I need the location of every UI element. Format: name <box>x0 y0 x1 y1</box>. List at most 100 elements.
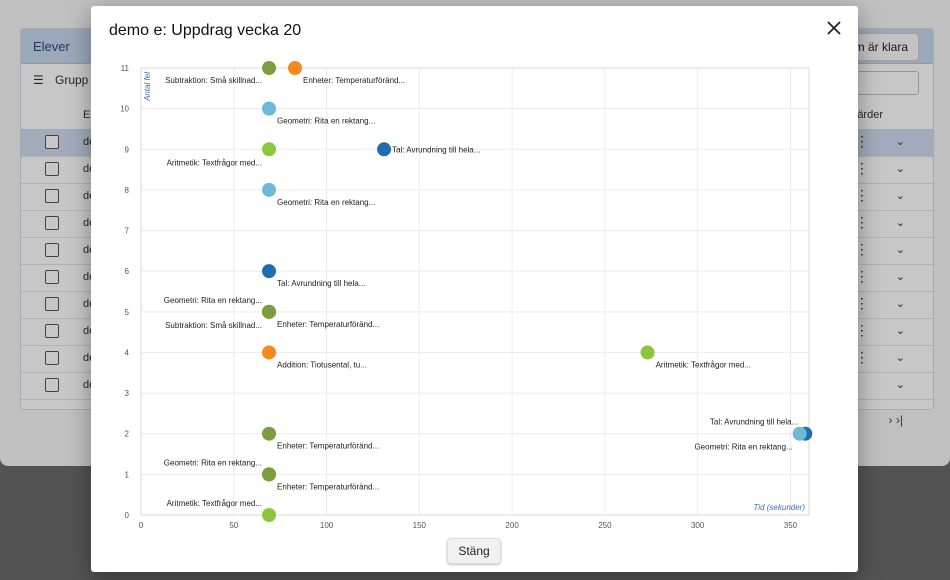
point-label: Aritmetik: Textfrågor med... <box>656 360 751 369</box>
more-vert-icon[interactable]: ⋮ <box>855 160 869 176</box>
point-label: Tal: Avrundning till hela... <box>277 279 365 288</box>
y-tick-label: 1 <box>125 470 130 479</box>
point-label: Geometri: Rita en rektang... <box>164 296 262 305</box>
y-tick-label: 11 <box>121 64 130 73</box>
chevron-down-icon[interactable]: ⌄ <box>895 163 905 175</box>
x-tick-label: 100 <box>320 521 334 530</box>
pager-controls[interactable]: › ›| <box>888 413 903 427</box>
point-label: Geometri: Rita en rektang... <box>164 458 262 467</box>
row-checkbox[interactable] <box>45 162 59 176</box>
row-checkbox[interactable] <box>45 297 59 311</box>
chart-dialog: demo e: Uppdrag vecka 20 0 50 100 150 200 250… <box>91 6 858 572</box>
point-label: Tal: Avrundning till hela... <box>710 418 798 427</box>
x-axis-title: Tid (sekunder) <box>753 503 805 512</box>
data-point <box>288 61 303 75</box>
chevron-down-icon[interactable]: ⌄ <box>895 136 905 148</box>
point-label: Geometri: Rita en rektang... <box>277 198 375 207</box>
x-axis-ticks: 0 50 100 150 200 250 300 350 <box>139 521 798 530</box>
chevron-down-icon[interactable]: ⌄ <box>895 379 905 391</box>
data-point <box>262 304 277 319</box>
point-label: Geometri: Rita en rektang... <box>277 117 375 126</box>
row-checkbox[interactable] <box>45 135 59 149</box>
y-tick-label: 7 <box>125 227 130 236</box>
point-label: Enheter: Temperaturföränd... <box>303 76 405 85</box>
row-checkbox[interactable] <box>45 324 59 338</box>
chevron-down-icon[interactable]: ⌄ <box>895 190 905 202</box>
point-label: Geometri: Rita en rektang... <box>694 443 792 452</box>
data-point <box>792 426 807 441</box>
close-button[interactable] <box>822 16 846 40</box>
chevron-down-icon[interactable]: ⌄ <box>895 217 905 229</box>
chevron-down-icon[interactable]: ⌄ <box>895 298 905 310</box>
y-tick-label: 6 <box>125 267 130 276</box>
point-label: Aritmetik: Textfrågor med... <box>167 499 262 508</box>
point-label: Subtraktion: Små skillnad... <box>165 321 262 330</box>
data-point <box>262 467 277 482</box>
more-vert-icon[interactable]: ⋮ <box>855 349 869 365</box>
x-tick-label: 150 <box>413 521 427 530</box>
data-point <box>640 345 655 360</box>
y-axis-title: Antal fel <box>143 72 152 102</box>
point-label: Aritmetik: Textfrågor med... <box>167 158 262 167</box>
y-tick-label: 4 <box>125 348 130 357</box>
data-points <box>262 61 813 522</box>
data-point <box>262 61 277 75</box>
students-header-title: Elever <box>33 39 70 54</box>
point-label: Enheter: Temperaturföränd... <box>277 442 379 451</box>
data-point <box>262 142 277 157</box>
y-tick-label: 5 <box>125 308 130 317</box>
y-axis-ticks: 0 1 2 3 4 5 6 7 8 9 10 11 <box>120 64 129 520</box>
y-tick-label: 2 <box>125 430 130 439</box>
data-point <box>262 101 277 116</box>
x-tick-label: 0 <box>139 521 144 530</box>
row-checkbox[interactable] <box>45 243 59 257</box>
data-point <box>262 345 277 360</box>
chevron-down-icon[interactable]: ⌄ <box>895 325 905 337</box>
data-point <box>262 182 277 197</box>
chevron-down-icon[interactable]: ⌄ <box>895 271 905 283</box>
point-labels: Subtraktion: Små skillnad... Enheter: Tem… <box>164 76 799 508</box>
stang-button[interactable]: Stäng <box>447 538 501 564</box>
row-checkbox[interactable] <box>45 189 59 203</box>
y-tick-label: 0 <box>125 511 130 520</box>
y-tick-label: 3 <box>125 389 130 398</box>
more-vert-icon[interactable]: ⋮ <box>855 187 869 203</box>
more-vert-icon[interactable]: ⋮ <box>855 133 869 149</box>
more-vert-icon[interactable]: ⋮ <box>855 295 869 311</box>
filter-icon: ☰ <box>33 73 44 87</box>
column-header-values[interactable]: ärder <box>857 109 883 121</box>
close-icon <box>827 21 841 35</box>
group-filter[interactable]: ☰ Grupp <box>33 73 88 87</box>
point-label: Subtraktion: Små skillnad... <box>165 76 262 85</box>
plot-area <box>140 67 810 516</box>
dialog-title: demo e: Uppdrag vecka 20 <box>109 22 302 39</box>
data-point <box>262 508 277 522</box>
more-vert-icon[interactable]: ⋮ <box>855 268 869 284</box>
y-tick-label: 10 <box>120 105 129 114</box>
row-checkbox[interactable] <box>45 351 59 365</box>
more-vert-icon[interactable]: ⋮ <box>855 214 869 230</box>
point-label: Tal: Avrundning till hela... <box>392 145 480 154</box>
chevron-down-icon[interactable]: ⌄ <box>895 352 905 364</box>
x-tick-label: 200 <box>505 521 519 530</box>
row-checkbox[interactable] <box>45 270 59 284</box>
chevron-down-icon[interactable]: ⌄ <box>895 244 905 256</box>
y-tick-label: 9 <box>125 145 130 154</box>
point-label: Enheter: Temperaturföränd... <box>277 320 379 329</box>
data-point <box>377 142 392 157</box>
data-point <box>262 426 277 441</box>
point-label: Addition: Tiotusental, tu... <box>277 360 367 369</box>
x-tick-label: 300 <box>691 521 705 530</box>
y-tick-label: 8 <box>125 186 130 195</box>
more-vert-icon[interactable]: ⋮ <box>855 241 869 257</box>
row-checkbox[interactable] <box>45 216 59 230</box>
scatter-chart: 0 50 100 150 200 250 300 350 0 1 2 3 4 5 6 7 8 9 10 11 Ant… <box>120 61 813 530</box>
group-filter-label: Grupp <box>55 73 89 87</box>
more-vert-icon[interactable]: ⋮ <box>855 322 869 338</box>
data-point <box>262 264 277 279</box>
x-tick-label: 50 <box>229 521 238 530</box>
point-label: Enheter: Temperaturföränd... <box>277 482 379 491</box>
row-checkbox[interactable] <box>45 378 59 392</box>
x-tick-label: 250 <box>598 521 612 530</box>
x-tick-label: 350 <box>784 521 798 530</box>
